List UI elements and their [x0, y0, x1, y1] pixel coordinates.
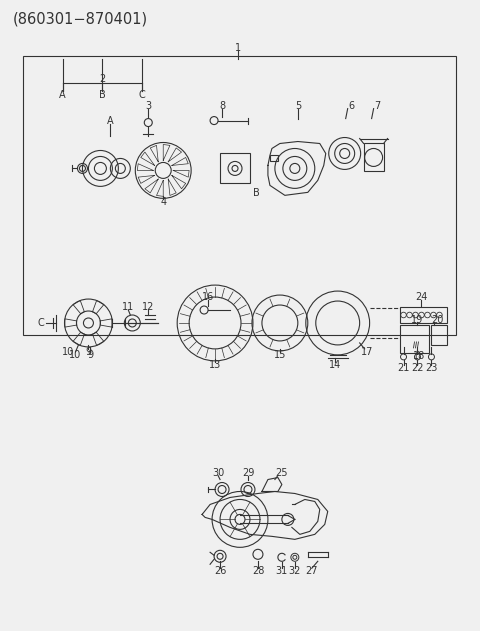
- Text: (860301−870401): (860301−870401): [12, 11, 148, 27]
- Text: 26: 26: [214, 566, 226, 576]
- Text: 11: 11: [122, 302, 134, 312]
- Text: 1: 1: [235, 43, 241, 53]
- Text: 8: 8: [219, 100, 225, 110]
- Text: 27: 27: [306, 566, 318, 576]
- Text: 10: 10: [69, 350, 82, 360]
- Text: C: C: [139, 90, 145, 100]
- Text: 3: 3: [145, 100, 151, 110]
- Text: 29: 29: [242, 468, 254, 478]
- Text: 21: 21: [397, 363, 410, 373]
- Text: 4: 4: [160, 198, 166, 208]
- Text: 7: 7: [374, 100, 381, 110]
- Text: B: B: [99, 90, 106, 100]
- Text: A: A: [59, 90, 66, 100]
- Text: 6: 6: [348, 100, 355, 110]
- Text: 9: 9: [85, 347, 92, 357]
- Text: 10: 10: [62, 347, 74, 357]
- Text: 22: 22: [411, 363, 424, 373]
- Bar: [23, 56, 456, 335]
- Bar: [364, 143, 384, 172]
- Text: 2: 2: [99, 74, 106, 84]
- Text: 28: 28: [252, 566, 264, 576]
- Text: 5: 5: [295, 100, 301, 110]
- Text: 32: 32: [288, 566, 301, 576]
- Text: 19: 19: [411, 315, 424, 325]
- Text: 16: 16: [202, 292, 214, 302]
- Text: 13: 13: [209, 360, 221, 370]
- Text: 14: 14: [329, 360, 341, 370]
- Text: 31: 31: [276, 566, 288, 576]
- Text: 9: 9: [87, 350, 94, 360]
- Text: 30: 30: [212, 468, 224, 478]
- Text: A: A: [107, 115, 114, 126]
- Text: 24: 24: [415, 292, 428, 302]
- Text: 12: 12: [142, 302, 155, 312]
- Text: 15: 15: [274, 350, 286, 360]
- Bar: [399, 325, 430, 353]
- Text: 17: 17: [361, 347, 374, 357]
- Text: 20: 20: [431, 315, 444, 325]
- Bar: [399, 307, 447, 323]
- Bar: [432, 325, 447, 345]
- Bar: [270, 155, 278, 162]
- Text: C: C: [37, 318, 44, 328]
- Text: 23: 23: [425, 363, 438, 373]
- Text: 18: 18: [413, 351, 426, 361]
- Text: 25: 25: [276, 468, 288, 478]
- Bar: [220, 153, 250, 184]
- Text: B: B: [253, 189, 260, 198]
